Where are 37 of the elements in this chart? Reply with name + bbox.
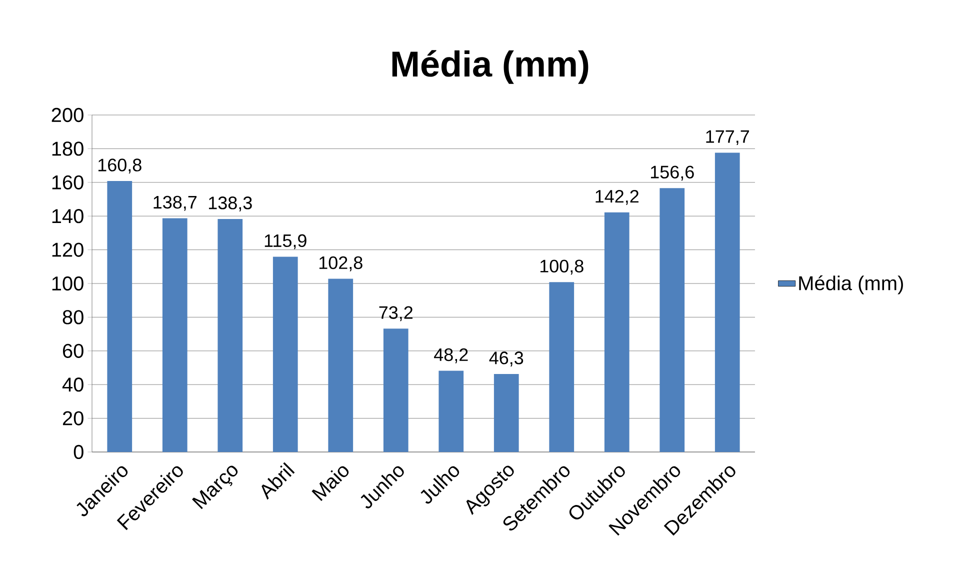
y-tick-label: 160 (52, 175, 84, 190)
data-label: 138,3 (208, 196, 252, 212)
y-tick-label: 100 (52, 276, 84, 291)
bar (494, 374, 519, 452)
bar (272, 256, 298, 452)
chart-title: Média (mm) (392, 50, 588, 84)
bar (660, 188, 685, 452)
data-label: 160,8 (98, 158, 142, 174)
y-tick-label: 20 (62, 411, 84, 426)
y-tick-label: 0 (74, 444, 84, 460)
bar (107, 181, 132, 452)
y-tick-label: 40 (62, 378, 84, 392)
y-tick-label: 60 (62, 344, 84, 358)
data-label: 48,2 (434, 348, 468, 364)
bar (218, 218, 243, 452)
y-tick-label: 200 (52, 108, 84, 122)
y-tick-label: 140 (52, 209, 84, 224)
data-label: 177,7 (706, 130, 749, 146)
data-label: 73,2 (379, 306, 412, 322)
y-tick-label: 80 (62, 310, 84, 324)
y-tick-label: 120 (52, 242, 84, 257)
bar (714, 152, 740, 452)
bar (549, 282, 574, 452)
legend-label: Média (mm) (799, 275, 903, 294)
bar (383, 328, 408, 452)
data-label: 142,2 (596, 190, 638, 205)
data-label: 138,7 (154, 196, 196, 211)
bar (438, 370, 464, 452)
data-label: 102,8 (319, 256, 362, 272)
bar (162, 218, 188, 452)
data-label: 46,3 (489, 352, 524, 366)
bar (604, 212, 630, 452)
y-tick-label: 180 (52, 142, 84, 156)
data-label: 156,6 (650, 166, 694, 181)
bar (328, 278, 354, 452)
data-label: 100,8 (540, 260, 584, 275)
data-label: 115,9 (264, 234, 306, 250)
